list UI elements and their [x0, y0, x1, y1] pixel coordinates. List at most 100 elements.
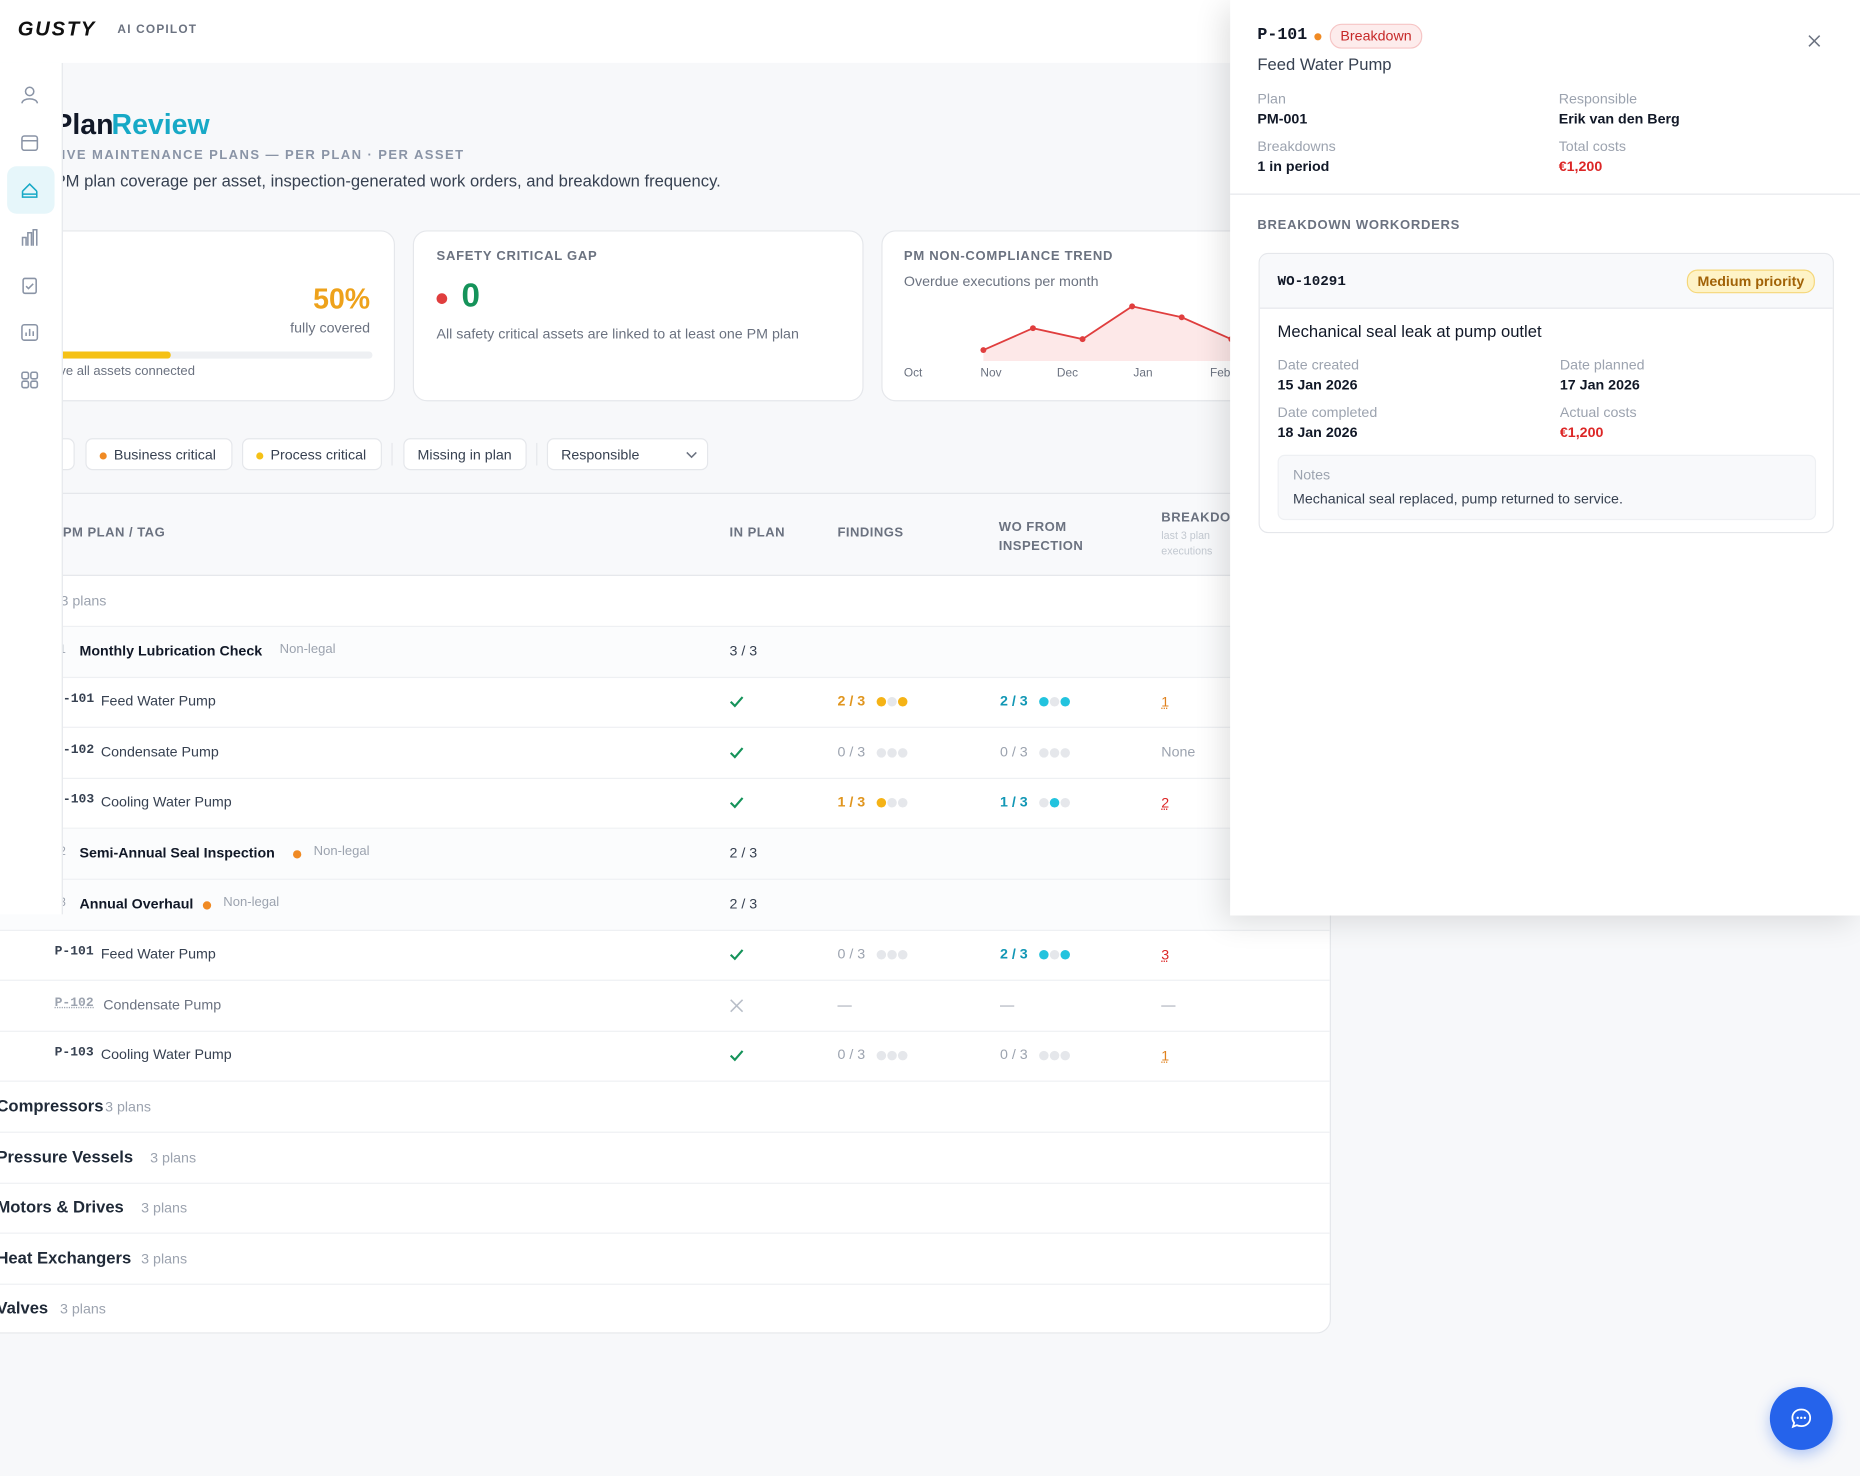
group-count: 3 plans [105, 1098, 152, 1116]
chat-path [1791, 1408, 1812, 1429]
nav-icon[interactable] [20, 180, 39, 199]
coverage-card: 50% fully covered ve all assets connected [0, 230, 396, 402]
status-dot [1060, 1051, 1070, 1061]
workorder-id: WO-10291 [1277, 273, 1346, 290]
status-dot [897, 747, 908, 758]
check-icon [729, 949, 744, 961]
product-name: AI COPILOT [117, 23, 198, 37]
status-dot [1039, 950, 1049, 960]
trend-title: PM NON-COMPLIANCE TREND [903, 249, 1114, 264]
table-row: Heat Exchangers 3 plans [0, 1234, 1330, 1285]
divider [1230, 193, 1860, 195]
table-row: Motors & Drives 3 plans [0, 1183, 1330, 1234]
status-dot [1049, 798, 1060, 808]
month-label: Oct [903, 366, 923, 380]
group-count: 3 plans [60, 1300, 106, 1318]
cross-path [730, 999, 744, 1013]
field-value: 15 Jan 2026 [1277, 376, 1358, 394]
group-name: Compressors [0, 1096, 104, 1116]
table-row: P-103 Cooling Water Pump 0 / 3 0 / 3 1 [0, 1031, 1330, 1083]
responsible-select[interactable]: Responsible [546, 438, 709, 471]
nav-icon[interactable] [20, 228, 39, 247]
group-name: Motors & Drives [0, 1197, 124, 1217]
page-title: Plan [53, 109, 114, 142]
status-dot [1314, 33, 1322, 41]
close-button[interactable] [1808, 34, 1821, 47]
field-value: €1,200 [1558, 157, 1603, 175]
field-label: Date completed [1277, 403, 1378, 421]
nav-icon[interactable] [20, 323, 39, 342]
chat-button[interactable] [1769, 1386, 1833, 1450]
table-row: P-102 Condensate Pump — — — [0, 981, 1330, 1032]
group-name: Pressure Vessels [0, 1146, 134, 1166]
asset-tag: -103 [62, 793, 95, 808]
plan-name: Monthly Lubrication Check [79, 641, 263, 659]
trend-point [1079, 336, 1086, 343]
notes-text: Mechanical seal replaced, pump returned … [1292, 490, 1623, 508]
chat-icon [1791, 1408, 1812, 1429]
breakdowns: 3 [1161, 946, 1170, 964]
table-row: P-101 Feed Water Pump 0 / 3 2 / 3 3 [0, 930, 1330, 982]
progress-fill [0, 351, 171, 359]
status-dot [876, 747, 887, 758]
field-value: 17 Jan 2026 [1559, 376, 1640, 394]
nav-icon[interactable] [20, 275, 39, 295]
wo-from-inspection: — [999, 996, 1015, 1013]
check-icon [729, 747, 744, 759]
group-count: 3 plans [150, 1148, 197, 1166]
column-header: PM PLAN / TAG [62, 526, 166, 541]
status-dot [897, 798, 908, 808]
group-count: 3 plans [141, 1199, 188, 1217]
chevron-path [686, 451, 697, 459]
trend-line [983, 305, 1232, 351]
nav-icon[interactable] [20, 133, 39, 152]
field-label: Actual costs [1559, 403, 1637, 421]
table-header [0, 493, 1330, 576]
icon-part [25, 328, 34, 337]
nav-icon[interactable] [20, 370, 39, 389]
wo-from-inspection: 2 / 3 [999, 945, 1028, 963]
eyebrow: IVE MAINTENANCE PLANS — PER PLAN · PER A… [61, 148, 465, 163]
icon-part [21, 380, 30, 389]
table-row: -101 Feed Water Pump 2 / 3 2 / 3 1 [0, 677, 1330, 729]
breakdowns: None [1161, 743, 1196, 760]
month-label: Dec [1056, 366, 1079, 380]
breakdowns: 1 [1161, 1047, 1170, 1065]
header [0, 0, 1231, 63]
status-dot [1039, 747, 1049, 758]
asset-name: Feed Water Pump [100, 945, 216, 963]
status-dot [876, 1051, 887, 1061]
table-row: -102 Condensate Pump 0 / 3 0 / 3 None [0, 728, 1330, 779]
safety-value: 0 [461, 276, 480, 314]
month-label: Jan [1133, 366, 1153, 380]
in-plan: 2 / 3 [729, 844, 758, 861]
asset-tag: P-103 [54, 1046, 94, 1061]
status-dot [1049, 950, 1060, 960]
table-row: Compressors 3 plans [0, 1082, 1330, 1133]
nav-icon[interactable] [20, 85, 39, 104]
field-label: Date created [1277, 356, 1360, 373]
status-dot [1049, 697, 1060, 707]
breakdowns: 1 [1161, 693, 1170, 711]
workorder-card: WO-10291 Medium priority Mechanical seal l… [1258, 252, 1834, 534]
trend-area [983, 306, 1232, 361]
status-dot [1060, 798, 1070, 808]
filter-chip[interactable]: Process critical [241, 438, 382, 471]
icon-part [30, 380, 39, 389]
findings: 1 / 3 [837, 793, 866, 811]
plan-dot [203, 900, 212, 910]
in-plan: 2 / 3 [729, 894, 758, 912]
filter-chip[interactable]: Missing in plan [403, 438, 527, 471]
workorder-title: Mechanical seal leak at pump outlet [1277, 321, 1542, 341]
progress-track [0, 351, 373, 359]
asset-name: Feed Water Pump [100, 692, 216, 710]
filter-chip[interactable]: Business critical [85, 438, 233, 471]
wo-from-inspection: 2 / 3 [999, 692, 1028, 710]
status-dot [887, 798, 897, 808]
section-title: BREAKDOWN WORKORDERS [1257, 218, 1461, 233]
select-label: Responsible [561, 446, 640, 464]
in-plan: 3 / 3 [729, 641, 758, 659]
red-dot [436, 293, 448, 304]
